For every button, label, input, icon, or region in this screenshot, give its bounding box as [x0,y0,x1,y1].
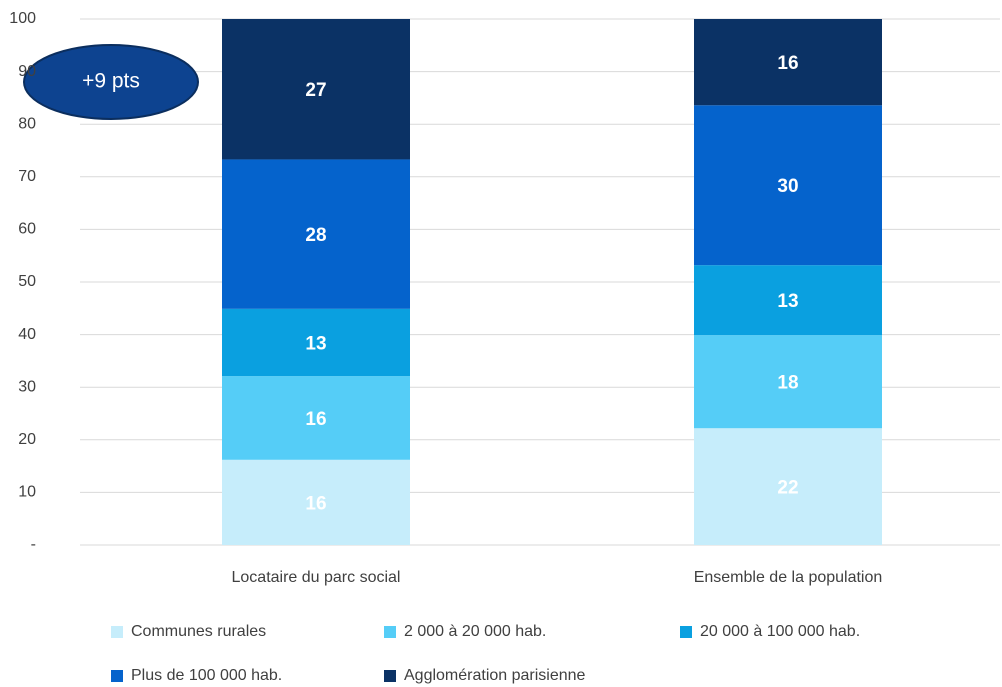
bar-segment [222,459,410,545]
data-label: 13 [777,291,798,312]
legend-swatch [111,670,123,682]
y-tick-label: - [31,536,36,553]
bar-segment [694,105,882,266]
annotation: +9 pts [82,70,140,93]
y-tick-label: 10 [18,484,36,501]
legend-label: Communes rurales [131,623,266,640]
data-label: 13 [305,334,326,355]
legend-swatch [111,626,123,638]
y-tick-label: 70 [18,168,36,185]
data-label: 27 [305,80,326,101]
legend-swatch [384,626,396,638]
bar-segment [222,376,410,460]
bar-segment [694,19,882,106]
data-label: 22 [777,478,798,499]
legend-label: Plus de 100 000 hab. [131,667,282,684]
data-label: 16 [305,493,326,514]
data-label: 16 [305,409,326,430]
x-tick-label: Locataire du parc social [232,569,401,586]
y-tick-label: 100 [9,10,36,27]
y-tick-label: 30 [18,378,36,395]
legend-swatch [680,626,692,638]
bar-segment [222,308,410,377]
legend-label: 2 000 à 20 000 hab. [404,623,546,640]
data-label: 16 [777,53,798,74]
data-label: 30 [777,176,798,197]
y-tick-label: 80 [18,115,36,132]
annotation-bubble [23,44,199,120]
y-tick-label: 40 [18,326,36,343]
legend-label: 20 000 à 100 000 hab. [700,623,860,640]
bar-segment [694,335,882,429]
bar-segment [694,428,882,545]
data-label: 28 [305,225,326,246]
bar-segment [694,265,882,336]
y-tick-label: 90 [18,63,36,80]
x-tick-label: Ensemble de la population [694,569,883,586]
legend-swatch [384,670,396,682]
y-tick-label: 20 [18,431,36,448]
bar-segment [222,19,410,160]
y-tick-label: 50 [18,273,36,290]
y-tick-label: 60 [18,221,36,238]
bar-segment [222,159,410,309]
legend-label: Agglomération parisienne [404,667,586,684]
data-label: 18 [777,373,798,394]
